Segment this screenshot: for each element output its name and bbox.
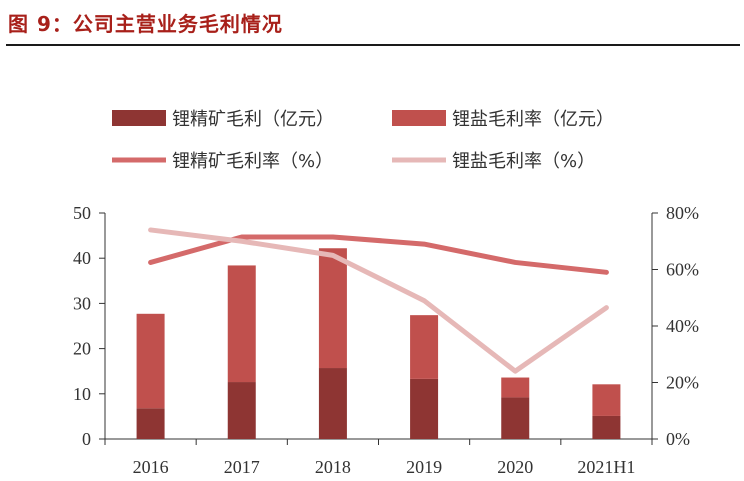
- bar-lithium-concentrate: [318, 368, 347, 439]
- bar-lithium-salt: [227, 265, 256, 383]
- y-right-tick-label: 40%: [666, 316, 699, 336]
- bar-lithium-salt: [592, 384, 621, 416]
- y-right-tick-label: 20%: [666, 373, 699, 393]
- bar-lithium-concentrate: [136, 408, 165, 439]
- y-left-tick-label: 0: [82, 429, 91, 449]
- bar-lithium-salt: [501, 377, 530, 398]
- line-lithium-salt-margin: [148, 227, 609, 374]
- y-left-tick-label: 50: [73, 203, 91, 223]
- x-tick-label: 2020: [497, 457, 533, 477]
- y-left-tick-label: 10: [73, 384, 91, 404]
- bar-lithium-concentrate: [227, 382, 256, 439]
- legend-lithium-salt-margin-label: 锂盐毛利率（%）: [452, 151, 595, 172]
- legend-lithium-concentrate-profit-swatch: [112, 110, 166, 126]
- y-left-tick-label: 20: [73, 339, 91, 359]
- x-tick-label: 2019: [406, 457, 442, 477]
- legend-lithium-salt-profit-label: 锂盐毛利率（亿元）: [452, 109, 614, 130]
- bar-lithium-salt: [410, 315, 439, 379]
- x-tick-label: 2018: [315, 457, 351, 477]
- bar-lithium-salt: [318, 248, 347, 369]
- y-left-tick-label: 30: [73, 293, 91, 313]
- legend-lithium-salt-profit-swatch: [392, 110, 446, 126]
- y-right-tick-label: 0%: [666, 429, 690, 449]
- title-divider: [6, 44, 740, 46]
- bar-lithium-concentrate: [410, 378, 439, 439]
- figure-title: 图 9：公司主营业务毛利情况: [8, 12, 283, 36]
- legend-lithium-concentrate-margin-label: 锂精矿毛利率（%）: [172, 151, 333, 172]
- x-tick-label: 2016: [133, 457, 169, 477]
- y-right-tick-label: 80%: [666, 203, 699, 223]
- line-lithium-concentrate-margin: [148, 234, 609, 275]
- legend-lithium-concentrate-profit-label: 锂精矿毛利（亿元）: [172, 109, 334, 130]
- y-right-tick-label: 60%: [666, 260, 699, 280]
- bar-lithium-concentrate: [501, 397, 530, 439]
- x-tick-label: 2021H1: [577, 457, 635, 477]
- x-tick-label: 2017: [224, 457, 260, 477]
- bar-lithium-concentrate: [592, 415, 621, 439]
- y-left-tick-label: 40: [73, 248, 91, 268]
- bar-lithium-salt: [136, 313, 165, 409]
